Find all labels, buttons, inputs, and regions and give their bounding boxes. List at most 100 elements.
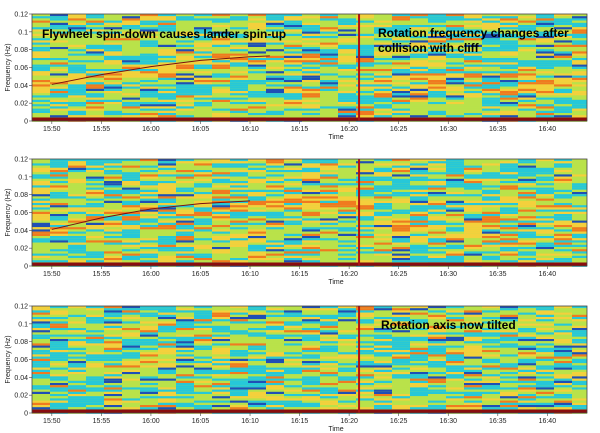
spectrogram-cell [554, 214, 572, 217]
spectrogram-cell [140, 233, 158, 236]
spectrogram-cell [32, 97, 50, 100]
spectrogram-cell [410, 314, 428, 317]
spectrogram-cell [158, 236, 176, 239]
spectrogram-cell [482, 394, 500, 397]
spectrogram-cell [248, 405, 266, 408]
spectrogram-cell [104, 58, 122, 61]
spectrogram-cell [464, 400, 482, 403]
spectrogram-cell [356, 69, 374, 72]
spectrogram-cell [140, 380, 158, 383]
spectrogram-cell [338, 55, 356, 58]
spectrogram-cell [482, 350, 500, 353]
spectrogram-cell [176, 102, 194, 105]
spectrogram-cell [536, 53, 554, 56]
spectrogram-cell [518, 394, 536, 397]
spectrogram-cell [536, 18, 554, 21]
spectrogram-cell [392, 238, 410, 241]
spectrogram-cell [482, 205, 500, 208]
spectrogram-cell [140, 356, 158, 359]
spectrogram-cell [572, 18, 587, 21]
spectrogram-cell [230, 211, 248, 214]
spectrogram-cell [122, 396, 140, 399]
spectrogram-cell [266, 251, 284, 254]
spectrogram-cell [554, 82, 572, 85]
spectrogram-cell [284, 99, 302, 102]
spectrogram-cell [410, 244, 428, 247]
spectrogram-cell [140, 60, 158, 63]
spectrogram-cell [518, 27, 536, 30]
spectrogram-cell [392, 198, 410, 201]
spectrogram-cell [302, 36, 320, 39]
spectrogram-cell [104, 93, 122, 96]
spectrogram-cell [68, 194, 86, 197]
spectrogram-cell [50, 372, 68, 375]
spectrogram-cell [446, 207, 464, 210]
spectrogram-cell [554, 378, 572, 381]
spectrogram-cell [392, 222, 410, 225]
spectrogram-cell [338, 99, 356, 102]
spectrogram-cell [248, 385, 266, 388]
spectrogram-cell [518, 176, 536, 179]
spectrogram-cell [176, 238, 194, 241]
spectrogram-cell [410, 176, 428, 179]
spectrogram-cell [518, 352, 536, 355]
spectrogram-cell [428, 99, 446, 102]
spectrogram-cell [482, 319, 500, 322]
spectrogram-cell [482, 194, 500, 197]
spectrogram-cell [428, 25, 446, 28]
spectrogram-cell [338, 231, 356, 234]
spectrogram-cell [572, 343, 587, 346]
spectrogram-cell [302, 407, 320, 410]
spectrogram-cell [500, 354, 518, 357]
spectrogram-cell [122, 347, 140, 350]
spectrogram-cell [356, 77, 374, 80]
spectrogram-cell [518, 91, 536, 94]
spectrogram-cell [248, 244, 266, 247]
spectrogram-cell [500, 251, 518, 254]
spectrogram-cell [158, 108, 176, 111]
spectrogram-cell [68, 240, 86, 243]
spectrogram-cell [428, 42, 446, 45]
spectrogram-cell [464, 163, 482, 166]
spectrogram-cell [68, 187, 86, 190]
spectrogram-cell [410, 91, 428, 94]
spectrogram-cell [32, 91, 50, 94]
spectrogram-cell [338, 187, 356, 190]
spectrogram-cell [302, 405, 320, 408]
spectrogram-cell [392, 20, 410, 23]
spectrogram-cell [284, 334, 302, 337]
spectrogram-cell [572, 62, 587, 65]
spectrogram-cell [500, 317, 518, 320]
spectrogram-cell [356, 75, 374, 78]
spectrogram-cell [140, 93, 158, 96]
spectrogram-cell [140, 200, 158, 203]
spectrogram-cell [554, 372, 572, 375]
spectrogram-cell [248, 407, 266, 410]
spectrogram-cell [320, 53, 338, 56]
spectrogram-cell [500, 378, 518, 381]
spectrogram-cell [122, 75, 140, 78]
spectrogram-cell [194, 253, 212, 256]
spectrogram-cell [212, 55, 230, 58]
spectrogram-cell [86, 99, 104, 102]
spectrogram-cell [266, 317, 284, 320]
spectrogram-cell [176, 247, 194, 250]
spectrogram-cell [482, 330, 500, 333]
spectrogram-cell [410, 356, 428, 359]
spectrogram-cell [284, 225, 302, 228]
spectrogram-cell [248, 174, 266, 177]
spectrogram-cell [176, 95, 194, 98]
spectrogram-cell [32, 211, 50, 214]
spectrogram-cell [374, 391, 392, 394]
spectrogram-cell [518, 330, 536, 333]
spectrogram-cell [140, 325, 158, 328]
spectrogram-cell [554, 99, 572, 102]
spectrogram-cell [86, 51, 104, 54]
spectrogram-cell [464, 312, 482, 315]
spectrogram-cell [104, 73, 122, 76]
spectrogram-cell [86, 14, 104, 17]
spectrogram-cell [248, 310, 266, 313]
spectrogram-cell [122, 163, 140, 166]
spectrogram-cell [428, 176, 446, 179]
spectrogram-cell [68, 33, 86, 36]
